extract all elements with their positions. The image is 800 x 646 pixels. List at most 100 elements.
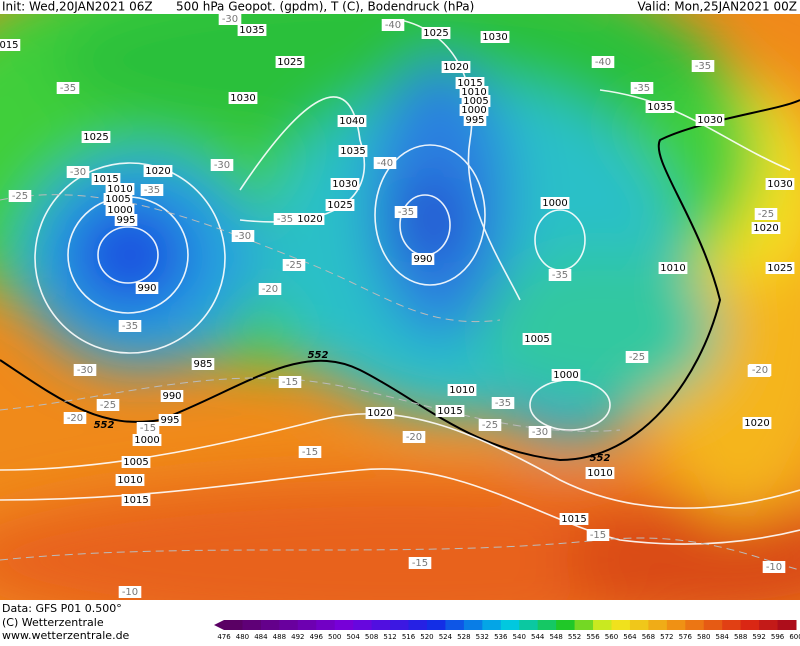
pressure-label-box [132, 434, 162, 446]
pressure-label: 1035 [647, 102, 672, 113]
temperature-label: -10 [122, 587, 138, 598]
colorbar-tick-label: 560 [605, 633, 618, 641]
colorbar-tick-label: 580 [697, 633, 710, 641]
temperature-label: -15 [590, 530, 606, 541]
pressure-label-box [765, 262, 795, 274]
temperature-label-box [66, 166, 90, 178]
pressure-label: 1025 [423, 28, 448, 39]
colorbar-swatch [260, 620, 280, 630]
pressure-label: 990 [162, 391, 181, 402]
temperature-label: -20 [67, 413, 83, 424]
temperature-label: -40 [595, 57, 611, 68]
temperature-label: -25 [12, 191, 28, 202]
colorbar-tick-label: 596 [771, 633, 785, 641]
pressure-label-box [480, 31, 510, 43]
map-labels: 1035103010251025103010201015101010051000… [0, 14, 795, 598]
temperature-label: -25 [629, 352, 645, 363]
pressure-label-box [237, 24, 267, 36]
website: www.wetterzentrale.de [2, 629, 130, 642]
pressure-label: 1010 [107, 184, 132, 195]
pressure-label-box [121, 456, 151, 468]
data-source: Data: GFS P01 0.500° [2, 602, 122, 615]
pressure-label-box [463, 114, 487, 126]
colorbar-swatch [408, 620, 428, 630]
temperature-label: -35 [695, 61, 711, 72]
colorbar-tick-label: 516 [402, 633, 416, 641]
colorbar-swatch [463, 620, 483, 630]
pressure-label: 1020 [744, 418, 769, 429]
colorbar-swatch [593, 620, 612, 630]
temperature-label-box [273, 213, 297, 225]
temperature-label-box [586, 529, 610, 541]
temperature-label: -30 [77, 365, 93, 376]
pressure-label-box [158, 414, 182, 426]
temperature-label: -35 [495, 398, 511, 409]
pressure-label-box [115, 474, 145, 486]
pressure-label: 985 [193, 359, 212, 370]
colorbar-swatch [740, 620, 760, 630]
pressure-label: 1005 [524, 334, 549, 345]
pressure-label-box [135, 282, 159, 294]
pressure-label: 990 [413, 254, 432, 265]
pressure-label-box [695, 114, 725, 126]
pressure-label-box [522, 333, 552, 345]
colorbar-swatch [666, 620, 686, 630]
temperature-label: -35 [60, 83, 76, 94]
colorbar-tick-label: 572 [660, 633, 673, 641]
pressure-label: 1030 [332, 179, 357, 190]
pressure-label: 1015 [123, 495, 148, 506]
temperature-label-box [298, 446, 322, 458]
temperature-label-box [591, 56, 615, 68]
colorbar-tick-label: 480 [236, 633, 249, 641]
temperature-label: -30 [235, 231, 251, 242]
pressure-label-box [81, 131, 111, 143]
pressure-label: 1030 [767, 179, 792, 190]
colorbar-swatch [334, 620, 354, 630]
pressure-label-box [191, 358, 215, 370]
temperature-label-box [691, 60, 715, 72]
colorbar-swatch [390, 620, 410, 630]
colorbar-swatch [482, 620, 502, 630]
pressure-label-box [365, 407, 395, 419]
pressure-label: 1030 [482, 32, 507, 43]
colorbar-tick-label: 476 [217, 633, 231, 641]
temperature-label-box [748, 364, 772, 376]
pressure-label: 1000 [461, 105, 486, 116]
temperature-label: -25 [482, 420, 498, 431]
temperature-label-box [548, 269, 572, 281]
pressure-label-box [585, 467, 615, 479]
pressure-label: 1015 [457, 78, 482, 89]
temperature-label: -30 [532, 427, 548, 438]
temperature-label: -15 [282, 377, 298, 388]
colorbar-swatch [224, 620, 243, 630]
pressure-label-box [658, 262, 688, 274]
pressure-label-box [275, 56, 305, 68]
colorbar-swatch [242, 620, 262, 630]
pressure-label: 1020 [443, 62, 468, 73]
colorbar-swatch [759, 620, 779, 630]
colorbar-swatch [611, 620, 631, 630]
pressure-label: 1025 [277, 57, 302, 68]
colorbar-tick-label: 536 [494, 633, 508, 641]
temperature-label-box [218, 14, 242, 25]
colorbar-tick-label: 540 [513, 633, 526, 641]
pressure-label-box [105, 183, 135, 195]
pressure-label-box [295, 213, 325, 225]
colorbar-tick-label: 556 [586, 633, 600, 641]
pressure-label-box [330, 178, 360, 190]
colorbar-tick-label: 544 [531, 633, 545, 641]
pressure-label: 1010 [117, 475, 142, 486]
pressure-label-box [559, 513, 589, 525]
temperature-label-box [754, 208, 778, 220]
colorbar-left-tip [214, 620, 224, 630]
pressure-label: 1005 [105, 194, 130, 205]
pressure-label: 1035 [239, 25, 264, 36]
temperature-label: -35 [552, 270, 568, 281]
colorbar-swatch [279, 620, 299, 630]
colorbar-swatch [556, 620, 576, 630]
pressure-label: 995 [116, 215, 135, 226]
pressure-label-box [459, 104, 489, 116]
